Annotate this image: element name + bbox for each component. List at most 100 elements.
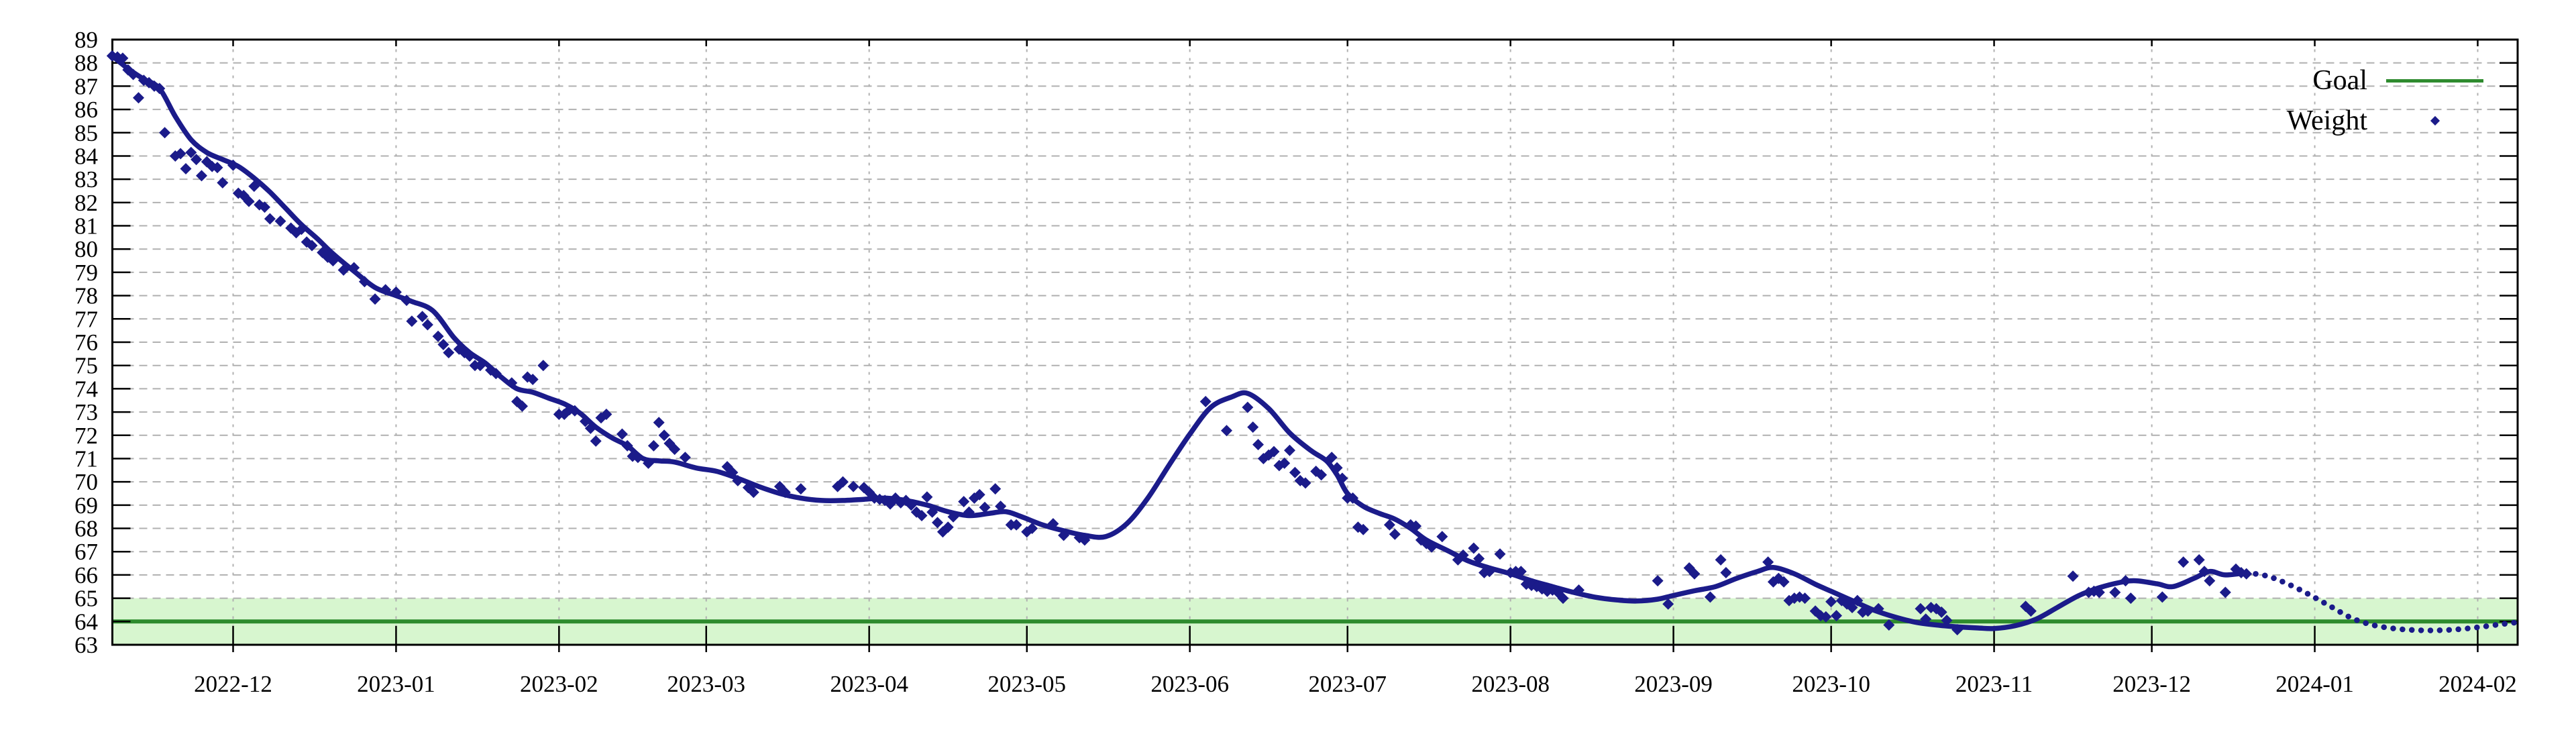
weight-scatter-point [537,360,549,372]
y-tick-label: 89 [74,27,98,53]
y-tick-label: 76 [74,329,98,356]
weight-scatter-point [905,499,917,511]
y-tick-label: 65 [74,586,98,612]
weight-scatter-point [2093,586,2105,598]
weight-scatter-point [643,457,654,469]
weight-scatter-point [1820,611,1832,623]
y-tick-label: 67 [74,539,98,565]
weight-scatter-point [1778,576,1790,588]
weight-scatter-point [1457,549,1469,561]
y-tick-label: 70 [74,469,98,495]
weight-scatter-point [432,330,444,342]
weight-scatter-point [154,83,166,95]
x-tick-label: 2024-01 [2275,671,2354,697]
weight-scatter-point [732,474,744,486]
weight-scatter-point [1221,425,1232,437]
weight-scatter-point [127,68,140,81]
weight-scatter-point [1715,554,1727,566]
weight-scatter-point [926,506,938,518]
weight-scatter-point [616,428,628,440]
weight-scatter-point [306,240,318,252]
weight-scatter-point [400,295,413,307]
weight-scatter-point [1058,529,1070,541]
weight-scatter-point [653,417,665,429]
y-tick-label: 80 [74,236,98,262]
y-tick-label: 79 [74,260,98,286]
weight-scatter-point [185,146,197,158]
y-tick-label: 87 [74,73,98,99]
x-tick-label: 2023-06 [1150,671,1229,697]
x-tick-label: 2023-07 [1308,671,1387,697]
weight-scatter-point [1515,566,1527,578]
y-tick-label: 64 [74,609,98,635]
weight-scatter-point [2125,592,2137,605]
weight-scatter-point [1436,531,1448,543]
goal-line-swatch [2386,79,2483,83]
weight-scatter-point [669,443,681,456]
y-tick-label: 68 [74,516,98,542]
weight-scatter-point [569,405,581,417]
weight-scatter-point [837,476,849,488]
y-tick-label: 63 [74,632,98,658]
weight-scatter-point [264,213,276,225]
y-tick-label: 72 [74,423,98,449]
weight-scatter-point [1573,584,1585,596]
weight-scatter-point [159,127,171,139]
weight-scatter-point [327,255,339,267]
weight-scatter-point [1316,469,1328,481]
weight-scatter-point [1247,421,1259,433]
forecast-dotted-line [2243,570,2518,633]
y-tick-label: 88 [74,50,98,76]
weight-scatter-point [1862,605,1874,617]
weight-scatter-point [1846,602,1858,613]
y-tick-label: 82 [74,190,98,216]
x-tick-label: 2024-02 [2438,671,2517,697]
weight-scatter-point [584,422,596,434]
weight-scatter-point [1935,606,1947,618]
weight-scatter-point [506,377,518,389]
weight-scatter-point [1199,396,1212,407]
weight-scatter-point [274,215,286,227]
weight-scatter-point [1284,444,1295,456]
weight-scatter-point [647,439,659,452]
weight-scatter-point [227,159,239,171]
y-tick-label: 66 [74,562,98,588]
weight-scatter-point [1920,613,1932,625]
weight-scatter-point [1468,542,1480,554]
weight-scatter-point [1289,466,1301,478]
weight-scatter-point [1704,591,1716,603]
weight-scatter-point [2219,586,2231,598]
weight-scatter-point [979,501,991,513]
weight-scatter-point [932,517,943,529]
legend-goal-key [2386,79,2483,83]
weight-scatter-point [1662,598,1674,610]
trend-line [109,53,2249,631]
x-tick-label: 2022-12 [194,671,272,697]
chart-legend: Goal Weight [2287,60,2483,141]
legend-item-goal: Goal [2287,60,2483,101]
weight-scatter-point [1688,568,1701,580]
weight-scatter-point [679,452,691,464]
weight-scatter-point [590,435,602,447]
weight-scatter-point [348,262,360,274]
weight-scatter-point [995,501,1007,513]
weight-scatter-point [973,488,985,501]
weight-scatter-point [727,466,739,478]
weight-scatter-point [191,154,203,166]
weight-scatter-point [916,510,928,521]
weight-scatter-point [963,506,975,518]
weight-scatter-point [1252,439,1264,451]
weight-scatter-point [1762,556,1774,568]
y-tick-label: 69 [74,492,98,519]
weight-scatter-point [1047,518,1059,530]
weight-scatter-point [1079,534,1091,546]
weight-scatter-point [358,276,370,288]
legend-goal-label: Goal [2312,65,2367,96]
weight-scatter-point [1883,619,1895,631]
weight-scatter-point [464,350,476,362]
weight-scatter-point [243,195,255,207]
weight-scatter-point [369,293,381,305]
y-tick-label: 74 [74,376,98,402]
weight-scatter-point [1831,610,1842,622]
